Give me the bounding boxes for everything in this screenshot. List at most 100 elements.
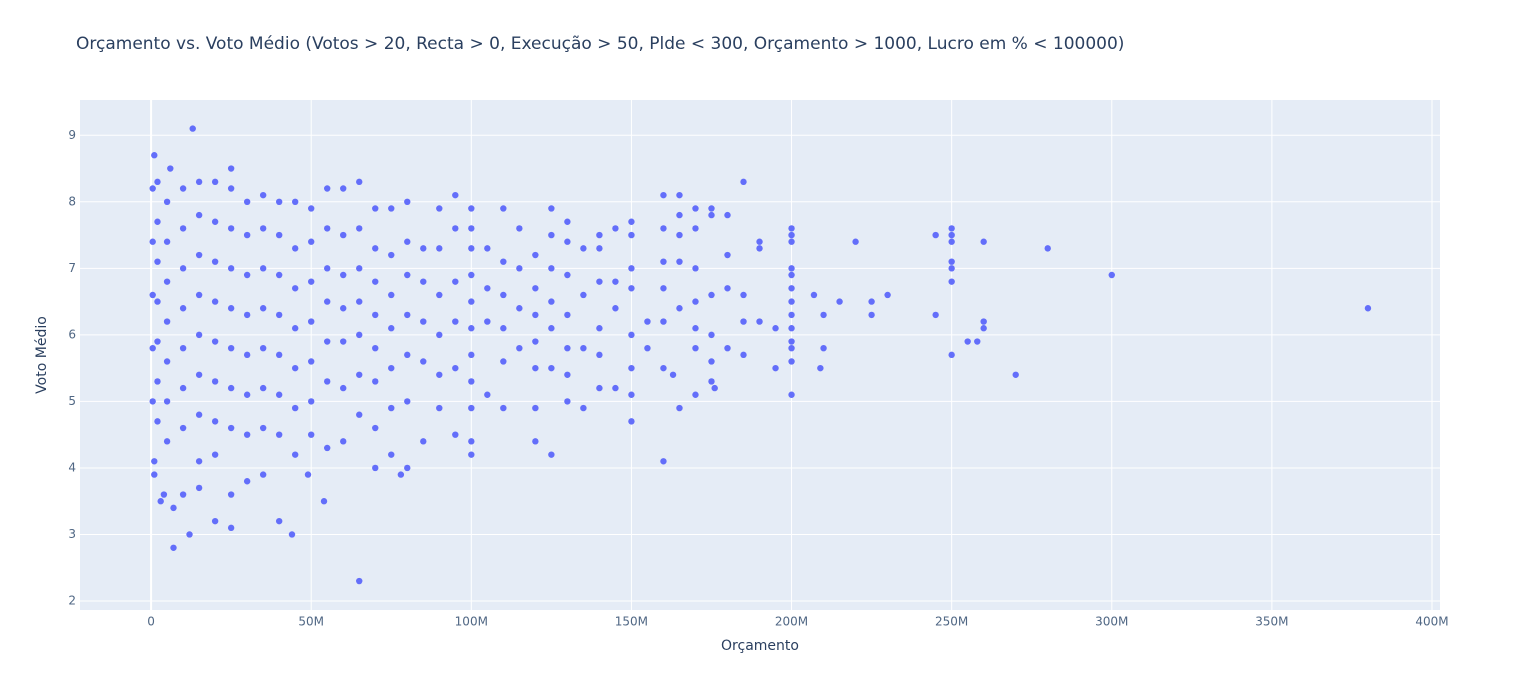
point <box>195 178 203 186</box>
point <box>308 431 315 438</box>
point <box>788 285 795 292</box>
point <box>468 225 475 232</box>
point <box>420 245 427 252</box>
point <box>420 278 427 285</box>
point <box>195 484 203 492</box>
y-tick-label: 5 <box>68 394 76 408</box>
point <box>170 504 177 512</box>
point <box>243 231 251 239</box>
point <box>676 231 683 239</box>
y-axis-title: Voto Médio <box>34 316 50 394</box>
point <box>932 231 939 239</box>
point <box>468 325 475 332</box>
point <box>628 364 635 372</box>
point <box>420 438 427 445</box>
point <box>724 285 731 292</box>
x-tick-label: 150M <box>615 615 648 629</box>
point <box>788 311 795 319</box>
point <box>788 344 795 352</box>
point <box>356 298 363 305</box>
point <box>532 364 539 372</box>
point <box>243 478 251 485</box>
x-axis-title: Orçamento <box>721 638 799 654</box>
point <box>372 378 379 385</box>
y-tick-label: 9 <box>68 128 76 142</box>
point <box>160 491 168 498</box>
point <box>628 218 635 225</box>
point <box>484 245 491 252</box>
points <box>149 125 1372 585</box>
point <box>660 258 667 265</box>
point <box>404 271 411 279</box>
point <box>740 178 747 186</box>
point <box>195 371 203 378</box>
point <box>149 398 156 405</box>
x-tick-label: 200M <box>775 615 808 629</box>
point <box>628 418 635 425</box>
point <box>308 318 315 325</box>
point <box>564 344 571 352</box>
point <box>548 451 555 458</box>
point <box>580 404 587 412</box>
point <box>227 225 235 232</box>
point <box>660 285 667 292</box>
point <box>291 285 299 292</box>
point <box>596 384 603 392</box>
point <box>211 218 219 225</box>
point <box>195 411 203 418</box>
point <box>596 278 603 285</box>
x-tick-label: 50M <box>298 615 324 629</box>
point <box>340 438 347 445</box>
point <box>708 358 715 365</box>
point <box>356 331 363 339</box>
point <box>948 225 955 232</box>
point <box>724 211 731 219</box>
point <box>227 265 235 272</box>
point <box>404 464 411 472</box>
point <box>500 291 507 299</box>
point <box>452 225 459 232</box>
point <box>452 191 459 199</box>
point <box>692 225 699 232</box>
point <box>500 325 507 332</box>
point <box>676 258 683 265</box>
point <box>580 245 587 252</box>
point <box>195 291 203 299</box>
point <box>243 271 251 279</box>
point <box>564 218 571 225</box>
point <box>500 358 507 365</box>
point <box>243 431 251 438</box>
point <box>548 265 555 272</box>
point <box>708 378 715 385</box>
point <box>308 205 315 212</box>
point <box>548 298 555 305</box>
point <box>452 278 459 285</box>
point <box>163 398 171 405</box>
point <box>372 278 379 285</box>
point <box>243 351 251 359</box>
point <box>692 205 699 212</box>
point <box>628 231 635 239</box>
point <box>660 318 667 325</box>
point <box>1012 371 1019 378</box>
x-tick-label: 100M <box>455 615 488 629</box>
point <box>932 311 939 319</box>
point <box>151 152 158 159</box>
point <box>788 238 795 245</box>
point <box>564 398 571 405</box>
point <box>948 265 955 272</box>
point <box>516 225 523 232</box>
point <box>324 265 331 272</box>
point <box>980 238 987 245</box>
point <box>388 364 395 372</box>
point <box>740 351 747 359</box>
point <box>388 251 395 259</box>
point <box>1108 271 1115 279</box>
point <box>291 198 299 206</box>
point <box>195 251 203 259</box>
point <box>948 231 955 239</box>
point <box>308 358 315 365</box>
point <box>564 311 571 319</box>
point <box>340 185 347 192</box>
point <box>468 245 475 252</box>
